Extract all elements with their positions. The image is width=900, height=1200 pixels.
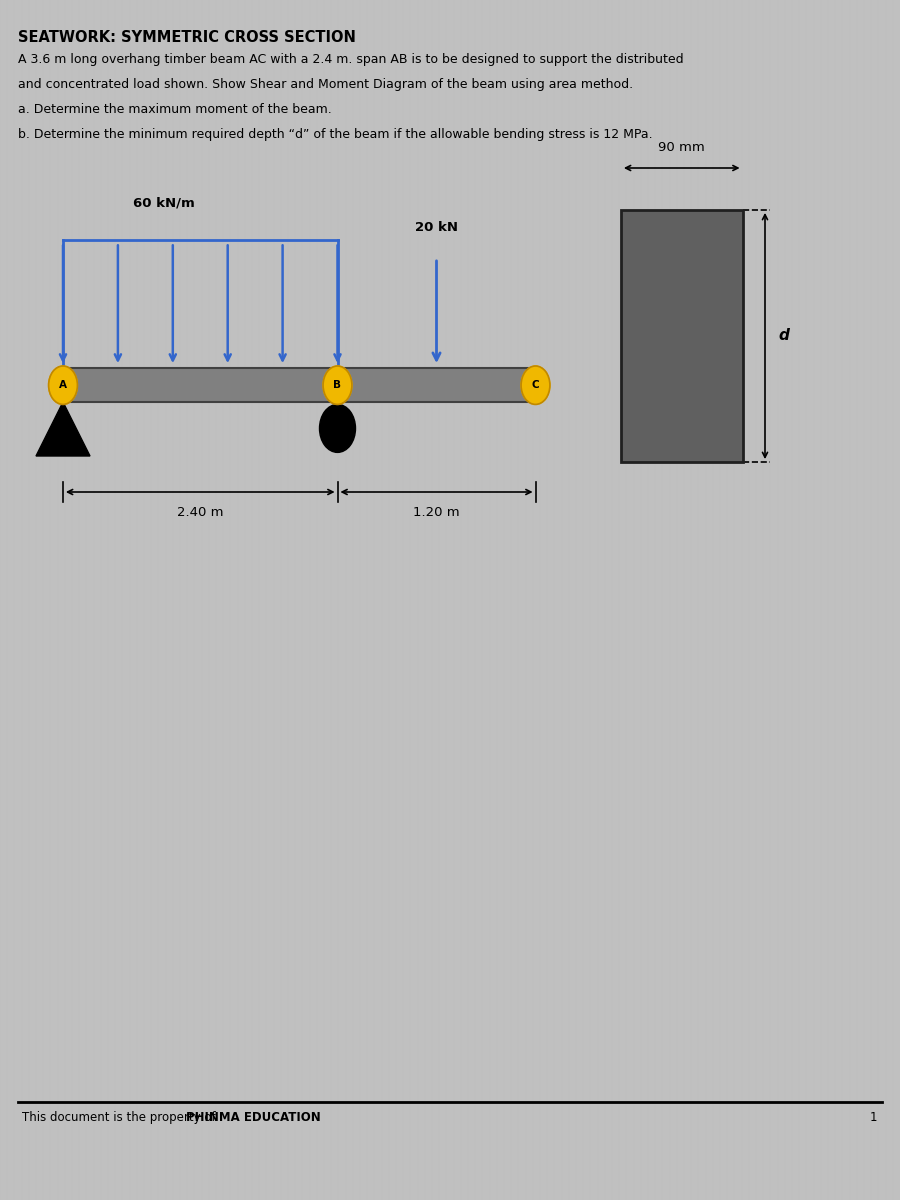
Text: SEATWORK: SYMMETRIC CROSS SECTION: SEATWORK: SYMMETRIC CROSS SECTION: [18, 30, 356, 44]
Text: b. Determine the minimum required depth “d” of the beam if the allowable bending: b. Determine the minimum required depth …: [18, 128, 652, 142]
Bar: [63, 368, 536, 402]
Text: PHINMA EDUCATION: PHINMA EDUCATION: [185, 1111, 320, 1124]
Text: 60 kN/m: 60 kN/m: [133, 197, 195, 210]
Text: 20 kN: 20 kN: [415, 221, 458, 234]
Text: B: B: [334, 380, 341, 390]
Circle shape: [49, 366, 77, 404]
Text: A 3.6 m long overhang timber beam AC with a 2.4 m. span AB is to be designed to : A 3.6 m long overhang timber beam AC wit…: [18, 53, 684, 66]
Circle shape: [521, 366, 550, 404]
Text: 1: 1: [870, 1111, 878, 1124]
Text: 1.20 m: 1.20 m: [413, 506, 460, 520]
Text: a. Determine the maximum moment of the beam.: a. Determine the maximum moment of the b…: [18, 103, 332, 116]
Text: and concentrated load shown. Show Shear and Moment Diagram of the beam using are: and concentrated load shown. Show Shear …: [18, 78, 633, 91]
Text: C: C: [532, 380, 539, 390]
Text: d: d: [778, 329, 789, 343]
Polygon shape: [36, 402, 90, 456]
Bar: [621, 210, 742, 462]
Text: 2.40 m: 2.40 m: [177, 506, 223, 520]
Text: This document is the property of: This document is the property of: [22, 1111, 220, 1124]
Circle shape: [320, 404, 356, 452]
Text: 90 mm: 90 mm: [659, 140, 705, 154]
Circle shape: [323, 366, 352, 404]
Text: A: A: [59, 380, 67, 390]
